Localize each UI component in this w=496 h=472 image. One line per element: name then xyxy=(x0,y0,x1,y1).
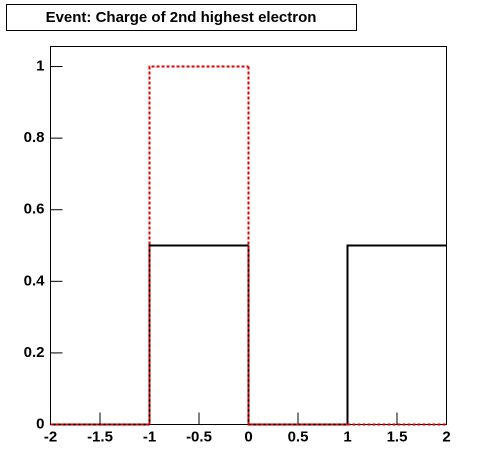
x-tick-label: -1.5 xyxy=(87,428,113,445)
y-tick-label: 1 xyxy=(36,58,44,75)
x-tick-label: -2 xyxy=(44,428,57,445)
chart-title: Event: Charge of 2nd highest electron xyxy=(46,9,317,26)
histogram-bin xyxy=(148,65,249,425)
x-tick-label: 2 xyxy=(442,428,450,445)
x-tick-label: 0 xyxy=(244,428,252,445)
y-tick-label: 0 xyxy=(36,415,44,432)
x-tick-label: 0.5 xyxy=(288,428,309,445)
x-tick-label: -0.5 xyxy=(186,428,212,445)
y-tick-label: 0.4 xyxy=(24,272,46,289)
histogram-bin xyxy=(148,244,249,425)
histogram-bin xyxy=(247,66,348,426)
y-tick-label: 0.8 xyxy=(24,129,45,146)
x-tick-label: 1 xyxy=(343,428,351,445)
x-tick-label: 1.5 xyxy=(387,428,408,445)
y-tick-label: 0.6 xyxy=(24,201,45,218)
title-box xyxy=(6,4,357,31)
histogram-bin xyxy=(346,244,447,425)
y-tick-label: 0.2 xyxy=(24,344,45,361)
x-tick-label: -1 xyxy=(143,428,156,445)
